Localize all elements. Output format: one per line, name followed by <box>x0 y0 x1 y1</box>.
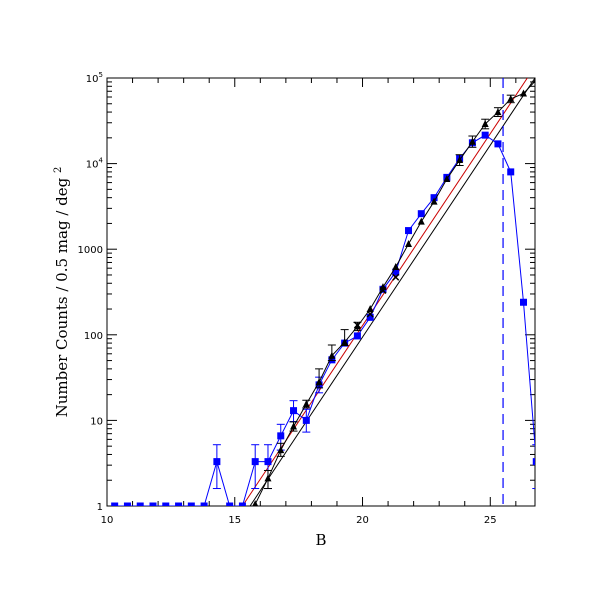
data-point-square <box>162 502 170 506</box>
data-point-triangle <box>532 78 535 83</box>
data-point-triangle <box>392 262 400 270</box>
data-point-cross <box>379 286 387 294</box>
y-tick-label: 10 <box>90 416 103 427</box>
data-point-square <box>520 298 528 306</box>
y-tick-label: 104 <box>86 157 104 171</box>
y-axis-title-main: Number Counts / 0.5 mag / deg <box>53 177 71 417</box>
y-tick-label-main: 10 <box>86 74 99 85</box>
series-line <box>254 80 535 505</box>
data-point-square <box>213 458 221 466</box>
y-tick-label-exponent: 5 <box>99 71 103 79</box>
y-tick-label: 105 <box>86 71 103 85</box>
data-point-square <box>405 227 413 235</box>
plot-frame <box>106 77 536 507</box>
data-point-cross <box>353 321 361 329</box>
data-point-square <box>481 131 489 139</box>
data-point-square <box>111 502 119 506</box>
data-point-triangle <box>328 351 336 359</box>
data-point-triangle <box>252 500 259 506</box>
y-tick-label-main: 10 <box>90 416 103 427</box>
data-point-triangle <box>290 422 298 430</box>
data-point-triangle <box>481 120 489 128</box>
data-point-square <box>123 502 131 506</box>
data-point-square <box>226 502 234 506</box>
data-point-square <box>264 458 272 466</box>
y-axis-title-group: Number Counts / 0.5 mag / deg 2 <box>53 167 71 418</box>
data-point-square <box>187 502 195 506</box>
series-line <box>114 134 535 506</box>
x-axis-title: B <box>315 531 326 549</box>
data-point-triangle <box>302 400 310 408</box>
data-point-square <box>417 210 425 218</box>
data-point-square <box>302 416 310 424</box>
y-tick-label-main: 1 <box>97 502 103 513</box>
data-point-triangle <box>405 240 413 248</box>
y-tick-label: 1 <box>97 502 103 513</box>
fit-line <box>249 78 535 506</box>
data-point-triangle <box>443 175 451 183</box>
data-point-square <box>290 407 298 415</box>
data-point-triangle <box>507 94 515 102</box>
data-point-triangle <box>494 108 502 116</box>
data-point-triangle <box>366 305 374 313</box>
y-tick-label-main: 10 <box>86 160 99 171</box>
data-point-triangle <box>264 474 272 482</box>
data-point-cross <box>366 310 374 318</box>
data-point-square <box>149 502 157 506</box>
data-point-square <box>392 268 400 276</box>
data-point-triangle <box>341 338 349 346</box>
data-point-square <box>238 502 246 506</box>
x-tick-label: 20 <box>356 515 369 526</box>
x-tick-label: 10 <box>101 515 114 526</box>
data-point-square <box>532 458 535 466</box>
x-tick-label: 25 <box>484 515 497 526</box>
data-point-triangle <box>430 197 438 205</box>
y-tick-label-exponent: 4 <box>99 157 104 165</box>
plot-area <box>111 78 535 506</box>
data-point-square <box>507 168 515 176</box>
y-tick-label: 100 <box>84 331 103 342</box>
data-point-triangle <box>417 217 425 225</box>
data-point-triangle <box>468 137 476 145</box>
y-axis-title: Number Counts / 0.5 mag / deg 2 <box>53 167 71 418</box>
data-point-square <box>366 313 374 321</box>
y-tick-label: 1000 <box>78 245 103 256</box>
data-point-cross <box>392 273 400 281</box>
data-point-square <box>353 332 361 340</box>
data-point-triangle <box>315 378 323 386</box>
y-axis-title-exponent: 2 <box>53 167 64 173</box>
data-point-square <box>251 458 259 466</box>
data-point-triangle <box>456 156 464 164</box>
x-tick-label: 15 <box>228 515 241 526</box>
data-point-square <box>136 502 144 506</box>
data-point-square <box>494 140 502 148</box>
data-point-square <box>277 432 285 440</box>
y-tick-label-main: 1000 <box>78 245 103 256</box>
data-point-square <box>200 502 208 506</box>
y-tick-label-main: 100 <box>84 331 103 342</box>
data-point-square <box>175 502 183 506</box>
data-point-triangle <box>520 89 528 97</box>
data-point-triangle <box>277 446 285 454</box>
